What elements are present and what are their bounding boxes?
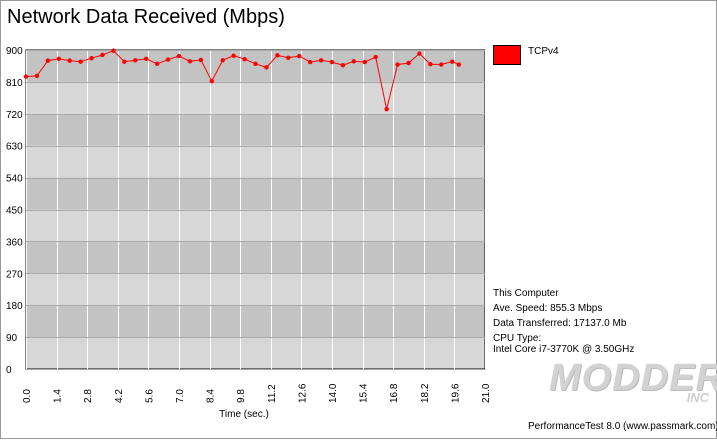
data-point: [144, 56, 149, 62]
watermark-logo: MODDERS INC: [549, 357, 717, 405]
y-tick-label: 810: [6, 78, 23, 89]
chart-title: Network Data Received (Mbps): [7, 6, 285, 28]
data-point: [45, 58, 51, 63]
y-tick-label: 180: [6, 301, 23, 312]
plot-band: [26, 209, 485, 242]
watermark-main: MODDERS: [549, 357, 717, 399]
data-point: [318, 58, 324, 63]
plot-band: [26, 81, 485, 114]
data-point: [362, 59, 367, 65]
data-point: [417, 51, 422, 56]
data-point: [111, 48, 116, 53]
data-point: [187, 59, 193, 64]
data-point: [231, 53, 236, 58]
footer-credit: PerformanceTest 8.0 (www.passmark.com): [528, 421, 717, 432]
data-point: [340, 63, 346, 68]
data-point: [253, 61, 258, 67]
y-tick-label: 360: [6, 237, 23, 248]
data-point: [351, 59, 357, 64]
watermark-sub: INC: [686, 390, 709, 405]
data-point: [439, 62, 444, 67]
data-point: [133, 58, 138, 63]
plot-band: [26, 145, 485, 178]
x-tick-label: 11.2: [267, 384, 278, 403]
x-tick-label: 7.0: [175, 389, 186, 403]
y-tick-label: 90: [6, 333, 18, 344]
legend-swatch-tcpv4: [493, 45, 521, 65]
x-tick-label: 1.4: [53, 389, 64, 403]
data-point: [264, 65, 269, 70]
data-point: [67, 58, 72, 63]
plot-band: [26, 337, 485, 369]
x-tick-label: 4.2: [114, 389, 125, 403]
data-point: [209, 78, 214, 84]
data-point: [154, 61, 160, 67]
x-tick-label: 18.2: [420, 383, 431, 403]
x-axis-label: Time (sec.): [219, 409, 269, 420]
x-tick-label: 8.4: [206, 389, 217, 403]
y-tick-label: 450: [6, 206, 23, 217]
data-point: [395, 62, 400, 67]
x-tick-label: 21.0: [481, 383, 492, 403]
data-point: [34, 73, 40, 79]
x-tick-label: 2.8: [83, 389, 94, 403]
data-point: [406, 60, 411, 66]
data-point: [297, 53, 302, 59]
data-point: [78, 59, 83, 64]
y-tick-label: 900: [6, 46, 23, 57]
data-point: [89, 55, 94, 61]
data-point: [286, 55, 291, 60]
x-tick-label: 19.6: [450, 383, 461, 403]
x-tick-label: 12.6: [297, 383, 308, 403]
x-tick-label: 14.0: [328, 383, 339, 403]
data-point: [165, 57, 171, 62]
data-point: [198, 57, 204, 63]
info-data-transferred: Data Transferred: 17137.0 Mb: [493, 318, 627, 329]
data-point: [100, 52, 105, 58]
info-cpu-type-label: CPU Type:: [493, 333, 542, 344]
legend-label-tcpv4: TCPv4: [528, 46, 559, 57]
data-point: [23, 74, 29, 79]
info-cpu-name: Intel Core i7-3770K @ 3.50GHz: [493, 344, 635, 355]
data-point: [307, 59, 313, 65]
stats-info-panel: This Computer Ave. Speed: 855.3 Mbps Dat…: [493, 286, 634, 357]
y-tick-label: 540: [6, 174, 23, 185]
x-tick-label: 9.8: [236, 389, 247, 403]
data-point: [122, 59, 127, 64]
info-computer: This Computer: [493, 288, 559, 299]
data-point: [220, 58, 225, 63]
data-point: [384, 106, 389, 112]
data-point: [450, 59, 455, 64]
data-point: [242, 57, 247, 62]
data-point: [275, 53, 280, 58]
x-tick-label: 0.0: [22, 389, 33, 403]
plot-band: [26, 113, 485, 146]
plot-band: [26, 305, 485, 338]
plot-band: [26, 273, 485, 306]
plot-band: [26, 241, 485, 274]
x-tick-label: 16.8: [389, 383, 400, 403]
data-point: [176, 53, 182, 59]
y-tick-label: 720: [6, 110, 23, 121]
x-tick-label: 15.4: [359, 383, 370, 403]
data-point: [373, 54, 378, 60]
y-tick-label: 0: [6, 365, 12, 376]
y-tick-label: 630: [6, 142, 23, 153]
info-ave-speed: Ave. Speed: 855.3 Mbps: [493, 303, 603, 314]
data-point: [456, 62, 461, 67]
plot-band: [26, 177, 485, 210]
x-tick-label: 5.6: [144, 389, 155, 403]
data-point: [56, 56, 61, 62]
y-tick-label: 270: [6, 269, 23, 280]
data-point: [329, 59, 335, 65]
data-point: [428, 61, 433, 67]
